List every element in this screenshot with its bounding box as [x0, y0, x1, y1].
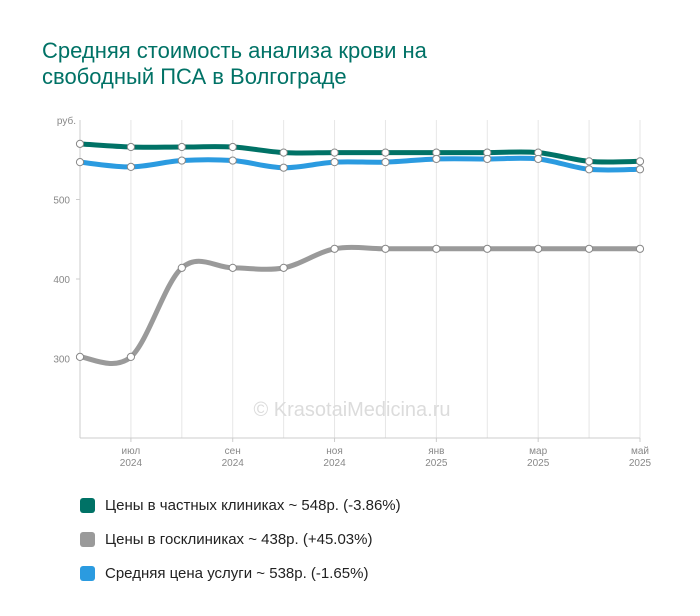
y-tick-label-300: 300	[53, 355, 70, 366]
x-tick-month-3: сен	[225, 446, 241, 457]
legend-label-private: Цены в частных клиниках ~ 548р. (-3.86%)	[105, 496, 401, 514]
series-1-point-6	[381, 158, 390, 167]
chart-title-line-2: свободный ПСА в Волгограде	[42, 64, 347, 89]
legend-label-public: Цены в госклиниках ~ 438р. (+45.03%)	[105, 530, 373, 548]
x-tick-year-1: 2024	[120, 458, 143, 469]
x-tick-month-5: ноя	[326, 446, 343, 457]
legend-label-average: Средняя цена услуги ~ 538р. (-1.65%)	[105, 564, 369, 582]
series-1-point-1	[126, 162, 136, 172]
y-tick-label-400: 400	[53, 275, 70, 286]
series-2-point-3	[228, 263, 237, 272]
x-tick-month-9: мар	[529, 446, 547, 457]
legend-item-private[interactable]: Цены в частных клиниках ~ 548р. (-3.86%)	[80, 488, 401, 522]
series-2-point-4	[279, 263, 288, 272]
series-2	[75, 244, 645, 366]
series-2-point-11	[635, 244, 645, 253]
x-tick-year-7: 2025	[425, 458, 448, 469]
chart-legend: Цены в частных клиниках ~ 548р. (-3.86%)…	[80, 488, 401, 590]
legend-swatch-private	[80, 497, 95, 513]
legend-item-public[interactable]: Цены в госклиниках ~ 438р. (+45.03%)	[80, 522, 401, 556]
chart-grid	[79, 120, 641, 438]
series-2-point-10	[584, 244, 594, 253]
price-line-chart: © KrasotaiMedicina.ru руб.300400500июл20…	[53, 115, 651, 469]
series-1-point-7	[432, 154, 441, 164]
series-0-point-1	[126, 142, 136, 152]
series-line-1	[77, 155, 643, 173]
series-0-point-6	[381, 148, 390, 157]
series-2-point-0	[75, 352, 85, 362]
series-0-point-10	[584, 157, 594, 166]
series-1-point-8	[483, 154, 492, 164]
series-2-point-1	[126, 352, 136, 362]
x-tick-year-9: 2025	[527, 458, 550, 469]
series-0-point-0	[75, 139, 85, 148]
series-0-point-11	[635, 157, 645, 166]
chart-title-line-1: Средняя стоимость анализа крови на	[42, 38, 427, 63]
watermark: © KrasotaiMedicina.ru	[253, 399, 450, 421]
x-tick-month-7: янв	[428, 446, 444, 457]
x-tick-year-3: 2024	[222, 458, 245, 469]
x-tick-month-11: май	[631, 446, 649, 457]
x-tick-year-11: 2025	[629, 458, 652, 469]
series-1-point-0	[75, 158, 85, 167]
series-2-point-8	[483, 244, 492, 253]
series-0-point-3	[228, 142, 237, 152]
series-2-point-2	[177, 263, 186, 272]
series-2-point-9	[534, 244, 543, 253]
legend-swatch-average	[80, 565, 95, 581]
series-line-0	[77, 141, 643, 165]
series-0-point-4	[279, 148, 288, 157]
series-1-point-3	[228, 156, 237, 165]
series-line-2	[77, 244, 643, 366]
chart-series	[75, 139, 645, 366]
legend-item-average[interactable]: Средняя цена услуги ~ 538р. (-1.65%)	[80, 556, 401, 590]
chart-title: Средняя стоимость анализа крови на свобо…	[42, 38, 642, 90]
legend-swatch-public	[80, 531, 95, 547]
series-1-point-2	[177, 156, 186, 165]
series-1-point-4	[279, 163, 288, 172]
series-0	[75, 139, 645, 166]
series-2-point-6	[381, 244, 390, 253]
x-tick-year-5: 2024	[323, 458, 346, 469]
x-tick-month-1: июл	[122, 446, 141, 457]
series-1-point-11	[635, 165, 645, 174]
series-2-point-5	[330, 244, 339, 253]
series-1-point-10	[584, 165, 594, 174]
series-0-point-2	[177, 142, 186, 152]
series-1-point-9	[534, 154, 543, 164]
y-tick-label-500: 500	[53, 196, 70, 207]
chart-axes: руб.300400500июл2024сен2024ноя2024янв202…	[53, 115, 651, 469]
y-unit-label: руб.	[57, 115, 76, 127]
series-0-point-5	[330, 148, 339, 157]
series-2-point-7	[432, 244, 441, 253]
series-1	[75, 154, 645, 174]
series-1-point-5	[330, 158, 339, 167]
